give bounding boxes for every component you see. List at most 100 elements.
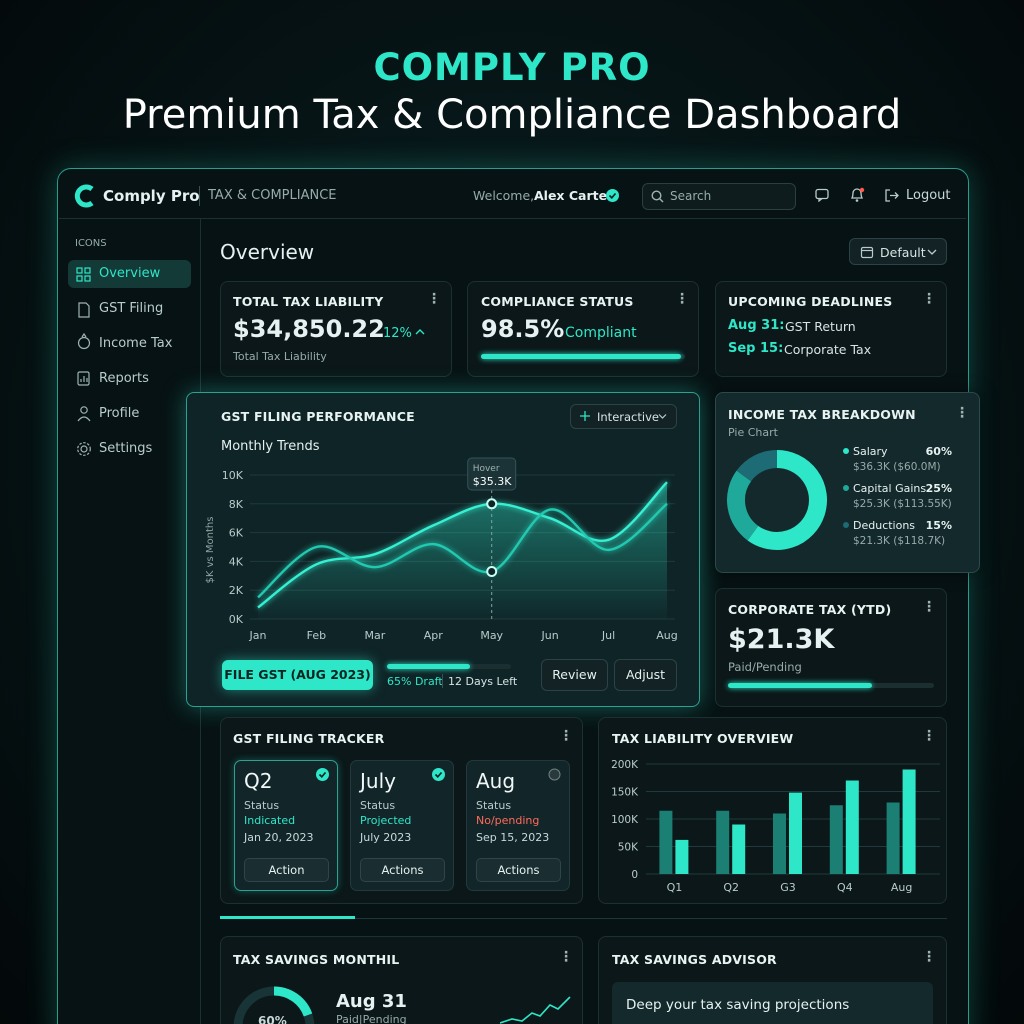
deadline-label: Corporate Tax — [784, 342, 872, 357]
chart-subtitle: Monthly Trends — [221, 439, 320, 454]
nav-item[interactable]: GST Filing — [99, 301, 164, 316]
hero-brand: COMPLY PRO — [373, 46, 651, 89]
search-placeholder: Search — [670, 189, 712, 203]
total-tax-caption: Total Tax Liability — [233, 350, 327, 363]
nav-item[interactable]: Overview — [99, 266, 161, 281]
hero-title: Premium Tax & Compliance Dashboard — [122, 92, 902, 138]
nav-item[interactable]: Income Tax — [99, 336, 173, 351]
deadlines-card — [715, 281, 947, 377]
tracker-item: Aug Status No/pending Sep 15, 2023 Actio… — [466, 760, 570, 891]
user-name[interactable]: Alex Carter — [534, 188, 614, 203]
nav-item[interactable]: Profile — [99, 406, 140, 421]
tab-indicator — [220, 916, 355, 919]
tracker-status-label: Status — [476, 799, 512, 812]
deadline-date: Aug 31: — [728, 318, 785, 333]
card-title: GST FILING PERFORMANCE — [221, 409, 415, 424]
logout[interactable]: Logout — [906, 188, 951, 203]
card-title: TAX LIABILITY OVERVIEW — [612, 731, 794, 746]
savings-ring — [233, 986, 315, 1024]
advisor-box — [612, 982, 933, 1024]
tracker-date: Sep 15, 2023 — [476, 831, 550, 844]
card-title: TAX SAVINGS ADVISOR — [612, 952, 777, 967]
corporate-fill — [728, 683, 873, 688]
separator — [199, 186, 200, 206]
menu-dots[interactable]: ⋮ — [427, 291, 441, 307]
mode-label: Interactive — [597, 410, 659, 424]
move-icon — [580, 411, 590, 421]
tracker-item: July Status Projected July 2023 Actions — [350, 760, 454, 891]
corporate-track — [728, 683, 934, 688]
advisor-text: Deep your tax saving projections — [626, 997, 850, 1013]
deadline-date: Sep 15: — [728, 341, 784, 356]
card-title: TAX SAVINGS MONTHIL — [233, 952, 400, 967]
savings-caption: Paid|Pending — [336, 1013, 407, 1024]
adjust-button[interactable]: Adjust — [614, 659, 677, 691]
draft-track — [387, 664, 511, 669]
search-icon — [651, 190, 664, 203]
progress-fill — [481, 354, 681, 359]
filter-label: Default — [880, 245, 926, 260]
compliance-value: 98.5% — [481, 315, 565, 343]
logout-icon — [885, 189, 899, 202]
progress-track — [481, 354, 685, 359]
tracker-status: Indicated — [244, 814, 296, 827]
total-tax-card — [220, 281, 452, 377]
menu-dots[interactable]: ⋮ — [955, 405, 969, 421]
sidebar-heading: ICONS — [75, 238, 107, 249]
savings-percent: 60% — [258, 1014, 287, 1024]
tracker-period: Q2 — [244, 769, 273, 793]
tracker-status: Projected — [360, 814, 412, 827]
tracker-item: Q2 Status Indicated Jan 20, 2023 Action — [234, 760, 338, 891]
compliance-card — [467, 281, 699, 377]
up-chevron — [415, 329, 425, 335]
chevron — [658, 414, 667, 419]
total-tax-change: 12% — [383, 326, 412, 341]
card-title: TOTAL TAX LIABILITY — [233, 294, 384, 309]
menu-dots[interactable]: ⋮ — [922, 949, 936, 965]
topbar-divider — [59, 218, 966, 219]
tracker-period: Aug — [476, 769, 516, 793]
compliance-status: Compliant — [565, 325, 637, 341]
tab-divider — [220, 918, 947, 919]
page-title: Overview — [220, 240, 315, 264]
menu-dots[interactable]: ⋮ — [922, 728, 936, 744]
verified-icon — [606, 189, 619, 202]
draft-fill — [387, 664, 471, 669]
filter-dropdown[interactable] — [849, 238, 947, 265]
welcome: Welcome, — [473, 188, 535, 203]
menu-dots[interactable]: ⋮ — [559, 949, 573, 965]
days-left: 12 Days Left — [448, 675, 518, 688]
menu-dots[interactable]: ⋮ — [922, 599, 936, 615]
card-title: INCOME TAX BREAKDOWN — [728, 407, 916, 422]
total-tax-value: $34,850.22 — [233, 315, 385, 343]
pending-icon — [548, 768, 561, 781]
menu-dots[interactable]: ⋮ — [675, 291, 689, 307]
card-title: COMPLIANCE STATUS — [481, 294, 634, 309]
corporate-tax-value: $21.3K — [728, 624, 835, 655]
section-label: TAX & COMPLIANCE — [208, 188, 337, 203]
check-icon — [432, 768, 445, 781]
tracker-period: July — [360, 769, 396, 793]
chat-icon[interactable] — [815, 188, 829, 202]
nav-icons — [76, 267, 91, 456]
chevron — [927, 249, 937, 255]
nav-active-bg — [68, 260, 191, 288]
corporate-tax-caption: Paid/Pending — [728, 660, 802, 674]
logo-icon — [74, 184, 94, 208]
tracker-status-label: Status — [244, 799, 280, 812]
file-gst-button[interactable]: FILE GST (AUG 2023) — [222, 660, 373, 690]
logo-text[interactable]: Comply Pro — [103, 187, 200, 205]
nav-item[interactable]: Settings — [99, 441, 153, 456]
review-button[interactable]: Review — [541, 659, 608, 691]
tracker-date: July 2023 — [360, 831, 412, 844]
savings-monthly-card — [220, 936, 583, 1024]
menu-dots[interactable]: ⋮ — [922, 291, 936, 307]
menu-dots[interactable]: ⋮ — [559, 728, 573, 744]
tracker-action[interactable]: Actions — [360, 858, 445, 882]
savings-sparkline — [500, 996, 571, 1024]
tracker-action[interactable]: Actions — [476, 858, 561, 882]
nav-item[interactable]: Reports — [99, 371, 149, 386]
search-box[interactable] — [642, 183, 796, 210]
tracker-action[interactable]: Action — [244, 858, 329, 882]
bell-icon[interactable] — [849, 187, 865, 203]
